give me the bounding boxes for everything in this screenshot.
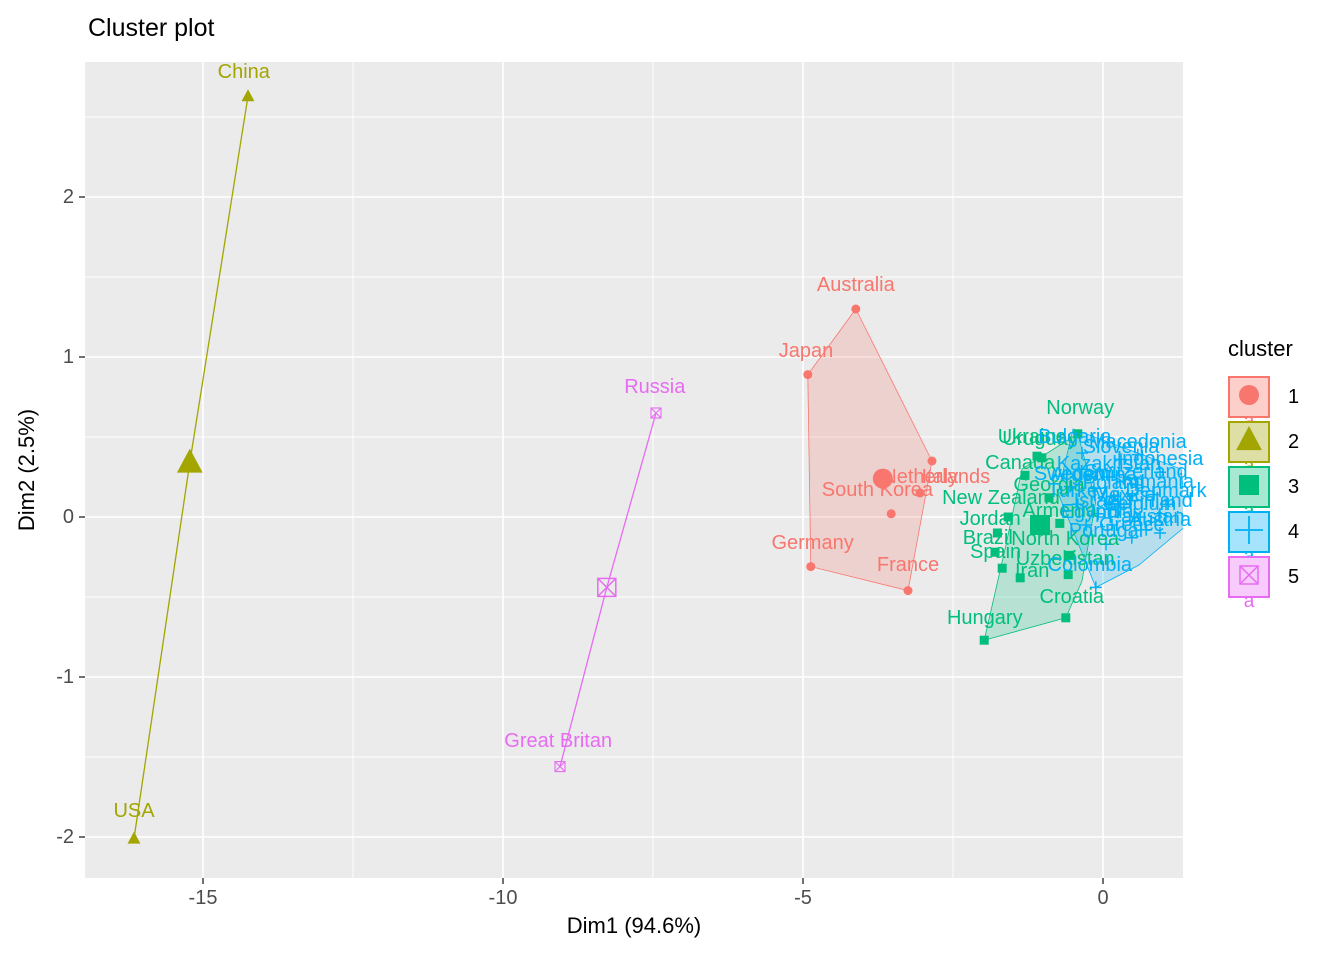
data-point [1071, 498, 1084, 511]
cluster-5-link [559, 587, 608, 767]
data-point [927, 456, 937, 466]
legend-key-2: a [1228, 421, 1270, 476]
data-point [1154, 466, 1166, 479]
cluster-4-centroid [1104, 490, 1132, 519]
data-point [1032, 451, 1042, 461]
data-point [1037, 453, 1047, 463]
y-tick-label: 2 [62, 186, 74, 208]
x-tick-label: -15 [188, 887, 218, 909]
plus-marker-icon [1228, 511, 1270, 553]
legend-label-3: 3 [1288, 476, 1300, 498]
legend-key-5: a [1228, 556, 1270, 611]
data-point [554, 761, 566, 773]
data-point [1044, 493, 1054, 503]
data-point [806, 562, 816, 572]
x-tick-label: -5 [794, 887, 812, 909]
data-point [1131, 448, 1144, 461]
data-point [1100, 538, 1112, 551]
legend-title: cluster [1228, 336, 1293, 361]
legend-text-glyph: a [1243, 591, 1255, 612]
data-point [1015, 573, 1025, 583]
data-point [1073, 429, 1083, 439]
legend-key-4: a [1228, 511, 1270, 566]
legend-label-1: 1 [1288, 386, 1300, 408]
data-point [851, 304, 861, 314]
data-point [1020, 470, 1030, 480]
data-point [1134, 511, 1147, 523]
data-point [1106, 519, 1118, 531]
data-point [979, 635, 989, 645]
data-point [1064, 480, 1076, 493]
y-tick-label: -2 [56, 826, 74, 848]
data-point [915, 488, 925, 498]
data-point [1088, 482, 1100, 495]
data-point [1061, 613, 1071, 623]
legend-key-3: a [1228, 466, 1270, 521]
data-point [1154, 507, 1166, 520]
cluster-5-link [606, 412, 657, 588]
cluster-3-centroid [1030, 515, 1050, 535]
circle-marker-icon [1228, 376, 1270, 418]
data-point [1076, 447, 1088, 459]
legend-key-1: a [1228, 376, 1270, 431]
legend-label-5: 5 [1288, 566, 1300, 588]
triangle-marker-icon [1228, 421, 1270, 463]
y-tick-label: 1 [62, 346, 74, 368]
data-point [1140, 523, 1153, 536]
cluster-1-centroid [872, 468, 893, 489]
cluster-5-centroid [597, 577, 617, 598]
plot-title: Cluster plot [88, 14, 215, 42]
data-point [1092, 507, 1105, 520]
data-point [1055, 518, 1065, 528]
data-point [1160, 498, 1172, 511]
data-point [127, 831, 141, 844]
data-point [1125, 531, 1138, 544]
data-point [1080, 519, 1093, 531]
legend-label-4: 4 [1288, 521, 1300, 543]
cluster-2-link [189, 96, 249, 463]
plot-panel [85, 62, 1183, 878]
data-point [1003, 512, 1013, 522]
data-point [1148, 488, 1160, 501]
legend-label-2: 2 [1288, 431, 1300, 453]
data-point [241, 89, 255, 102]
data-point [650, 407, 662, 419]
data-point [1154, 527, 1166, 539]
data-point [1089, 581, 1102, 594]
square-marker-icon [1228, 466, 1270, 508]
cluster-2-centroid [176, 448, 203, 473]
data-point [803, 370, 813, 380]
data-point [1065, 550, 1075, 560]
cluster-1-hull [807, 308, 933, 592]
crossed-square-marker-icon [1228, 556, 1270, 598]
data-point [1115, 453, 1127, 466]
data-point [997, 563, 1007, 573]
data-point [886, 509, 896, 519]
cluster-3-hull [983, 433, 1097, 641]
y-tick-label: -1 [56, 666, 74, 688]
data-point [1063, 570, 1073, 580]
legend: cluster a 1 a 2 a 3 a 4 a 5 [1228, 336, 1344, 636]
data-point [903, 586, 913, 596]
data-point [990, 547, 1000, 557]
x-tick-label: 0 [1097, 887, 1109, 909]
data-point [1103, 471, 1115, 483]
x-tick-label: -10 [488, 887, 518, 909]
y-axis-title: Dim2 (2.5%) [14, 408, 39, 532]
data-point [992, 528, 1002, 538]
x-axis-title: Dim1 (94.6%) [566, 913, 702, 938]
data-point [1130, 479, 1142, 491]
y-tick-label: 0 [62, 506, 74, 528]
cluster-2-link [133, 462, 191, 839]
